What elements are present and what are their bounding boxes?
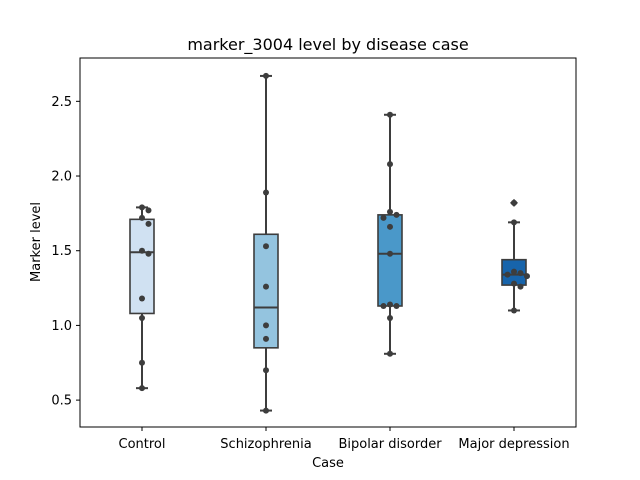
data-point [511, 307, 517, 314]
x-axis: Control Schizophrenia Bipolar disorder Majo… [119, 427, 570, 452]
data-point [387, 350, 393, 357]
data-point [380, 302, 387, 309]
y-tick-label: 1.5 [51, 244, 72, 259]
data-point [263, 335, 269, 342]
plot-area [129, 72, 530, 414]
y-tick-label: 2.0 [51, 170, 72, 185]
data-point [387, 223, 393, 230]
data-point [139, 314, 145, 321]
data-point [393, 302, 400, 309]
data-point [380, 214, 387, 221]
data-point [511, 280, 517, 287]
data-point [517, 270, 524, 277]
data-point [139, 359, 145, 366]
data-point [387, 301, 393, 308]
data-point [263, 72, 269, 79]
y-tick-label: 1.0 [51, 319, 72, 334]
data-point [517, 283, 524, 290]
x-tick-label: Schizophrenia [220, 437, 311, 452]
x-tick-label: Major depression [458, 437, 569, 452]
y-axis: 0.5 1.0 1.5 2.0 2.5 [51, 95, 80, 409]
data-point [139, 204, 145, 211]
data-point [387, 208, 393, 215]
data-point [145, 250, 152, 257]
data-point [263, 243, 269, 250]
box-group [377, 113, 403, 355]
x-tick-label: Bipolar disorder [338, 437, 442, 452]
data-point [387, 111, 393, 118]
data-point [511, 199, 517, 206]
box-group [501, 198, 527, 312]
box-body [377, 214, 403, 307]
data-point [524, 273, 530, 280]
data-point [511, 219, 517, 226]
data-point [511, 268, 517, 275]
data-point [139, 247, 145, 254]
data-point [139, 214, 145, 221]
data-point [263, 322, 269, 329]
plot-frame [79, 57, 577, 428]
y-axis-title: Marker level [29, 202, 44, 282]
data-point [145, 220, 152, 227]
data-point [263, 283, 269, 290]
data-point [387, 250, 393, 257]
box-body [253, 233, 279, 349]
box-group [253, 74, 279, 412]
data-point [263, 189, 269, 196]
data-point [145, 207, 152, 214]
data-point [387, 161, 393, 168]
data-point [393, 211, 400, 218]
data-point [139, 385, 145, 392]
chart-title: marker_3004 level by disease case [187, 35, 468, 55]
y-tick-label: 0.5 [51, 394, 72, 409]
x-axis-title: Case [312, 456, 344, 471]
data-point [263, 367, 269, 374]
data-point [504, 271, 511, 278]
data-point [263, 407, 269, 414]
data-point [387, 314, 393, 321]
data-point [139, 295, 145, 302]
y-tick-label: 2.5 [51, 95, 72, 110]
x-tick-label: Control [119, 437, 166, 452]
